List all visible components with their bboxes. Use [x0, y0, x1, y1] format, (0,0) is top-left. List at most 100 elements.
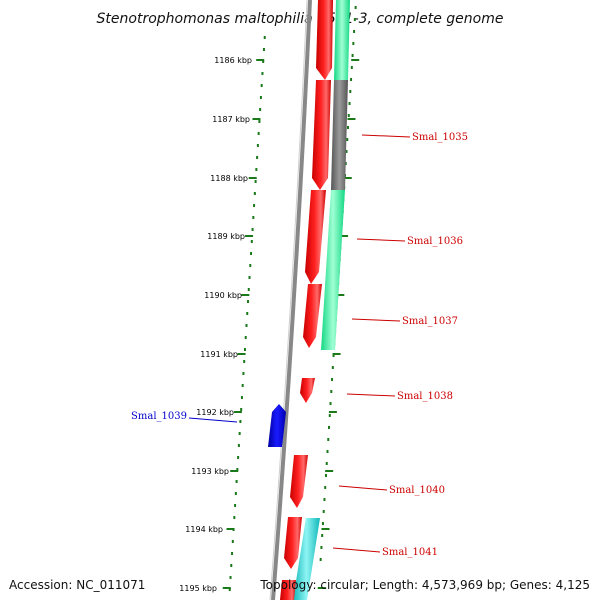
major-tick — [252, 118, 261, 120]
ruler-dot — [246, 312, 249, 315]
tick-label: 1193 kbp — [191, 467, 229, 476]
ruler-dot — [327, 438, 330, 441]
gene-label-smal-1036[interactable]: Smal_1036 — [407, 236, 463, 247]
ruler-dot — [247, 300, 249, 303]
gene-label-smal-1035[interactable]: Smal_1035 — [412, 132, 468, 143]
ruler-dot — [324, 474, 327, 477]
gene-label-smal-1038[interactable]: Smal_1038 — [397, 391, 453, 402]
ruler-dot — [325, 462, 328, 465]
ruler-dot — [259, 108, 262, 111]
ruler-dot — [347, 114, 350, 117]
ruler-dot — [250, 240, 253, 243]
label-leader-line — [338, 485, 388, 491]
ruler-dot — [323, 498, 326, 501]
ruler-dot — [245, 324, 248, 327]
ruler-dot — [324, 486, 327, 489]
ruler-dot — [261, 72, 264, 75]
major-tick — [332, 353, 341, 355]
forward-cds-arrow[interactable] — [284, 517, 302, 569]
ruler-dot — [331, 366, 334, 369]
ruler-dot — [239, 420, 242, 423]
ruler-dot — [319, 558, 322, 561]
forward-cds-arrow[interactable] — [312, 80, 331, 190]
ruler-dot — [320, 546, 323, 549]
forward-cds-arrow[interactable] — [290, 455, 308, 508]
ruler-dot — [255, 168, 258, 171]
feature-track-segment — [321, 190, 345, 350]
ruler-dot — [349, 90, 352, 93]
ruler-dot — [240, 408, 243, 411]
ruler-dot — [249, 264, 252, 267]
ruler-dot — [353, 30, 356, 33]
tick-label: 1195 kbp — [179, 584, 217, 593]
major-tick — [233, 411, 242, 413]
ruler-dot — [330, 390, 333, 393]
gene-label-smal-1037[interactable]: Smal_1037 — [402, 316, 458, 327]
gene-label-smal-1041[interactable]: Smal_1041 — [382, 547, 438, 558]
major-tick — [347, 118, 356, 120]
ruler-dot — [326, 450, 329, 453]
major-tick — [321, 528, 330, 530]
ruler-dot — [229, 576, 232, 579]
ruler-dot — [242, 372, 245, 375]
ruler-dot — [244, 336, 247, 339]
forward-cds-arrow[interactable] — [316, 0, 333, 80]
ruler-dot — [350, 78, 353, 81]
ruler-dot — [346, 138, 349, 141]
ruler-dot — [243, 348, 246, 351]
ruler-dot — [250, 252, 253, 255]
label-leader-line — [361, 134, 411, 138]
major-tick — [328, 411, 337, 413]
backbone-highlight — [269, 0, 308, 600]
ruler-dot — [248, 276, 251, 279]
forward-cds-arrow[interactable] — [300, 378, 315, 403]
ruler-dot — [329, 402, 332, 405]
ruler-dot — [258, 120, 261, 123]
ruler-dot — [254, 180, 257, 183]
tick-label: 1194 kbp — [185, 525, 223, 534]
ruler-dot — [351, 54, 354, 57]
ruler-dot — [263, 36, 266, 39]
ruler-dot — [241, 384, 244, 387]
major-tick — [336, 294, 345, 296]
ruler-dot — [322, 510, 325, 513]
major-tick — [340, 235, 349, 237]
forward-cds-arrow[interactable] — [280, 580, 296, 600]
ruler-dot — [328, 426, 331, 429]
major-tick — [256, 59, 265, 61]
ruler-dot — [347, 126, 350, 129]
ruler-dot — [231, 540, 234, 543]
feature-track-segment — [293, 518, 320, 600]
tick-label: 1189 kbp — [207, 232, 245, 241]
ruler-dot — [256, 156, 259, 159]
genome-backbone — [271, 0, 312, 600]
ruler-dot — [352, 42, 355, 45]
feature-track-segment — [334, 0, 350, 80]
forward-cds-arrow[interactable] — [305, 190, 326, 284]
label-leader-line — [356, 238, 406, 242]
topology-text: Topology: circular; Length: 4,573,969 bp… — [260, 578, 590, 592]
reverse-cds-arrow[interactable] — [268, 404, 286, 447]
gene-label-smal-1040[interactable]: Smal_1040 — [389, 485, 445, 496]
major-tick — [237, 353, 246, 355]
ruler-dot — [231, 552, 234, 555]
forward-cds-arrow[interactable] — [303, 284, 322, 348]
label-leader-line — [332, 547, 381, 553]
ruler-dot — [260, 84, 263, 87]
ruler-dot — [230, 564, 233, 567]
label-leader-line — [188, 417, 238, 423]
map-title: Stenotrophomonas maltophilia R551-3, com… — [97, 11, 504, 27]
feature-track-segment — [331, 80, 348, 190]
label-leader-line — [346, 393, 396, 397]
ruler-dot — [252, 216, 255, 219]
gene-label-smal-1039[interactable]: Smal_1039 — [131, 411, 187, 422]
major-tick — [317, 587, 326, 589]
ruler-dot — [256, 144, 259, 147]
ruler-dot — [253, 204, 256, 207]
ruler-dot — [247, 288, 250, 291]
ruler-dot — [228, 588, 231, 591]
label-leader-line — [351, 318, 401, 322]
major-tick — [325, 470, 334, 472]
ruler-dot — [253, 192, 256, 195]
ruler-dot — [354, 6, 357, 9]
